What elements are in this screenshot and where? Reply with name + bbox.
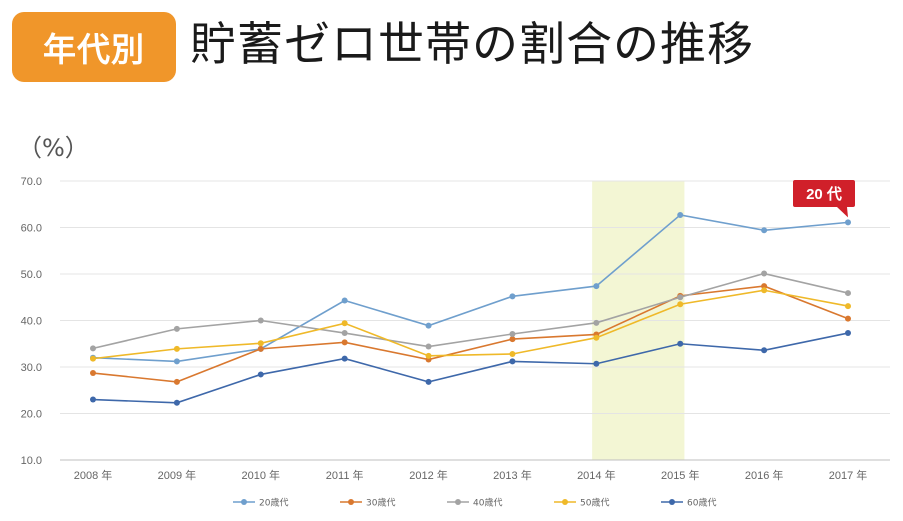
data-point (845, 303, 851, 310)
y-tick-label: 50.0 (21, 269, 42, 281)
series-line-2 (92, 285, 849, 383)
series-line-4 (92, 289, 849, 360)
legend-marker (455, 499, 461, 505)
legend-label: 30歳代 (366, 497, 395, 509)
legend-marker (562, 499, 568, 505)
y-axis-unit-label: （%） (18, 134, 89, 162)
callout-label: 20 代 (806, 185, 842, 203)
data-point (593, 319, 600, 326)
data-point (593, 360, 600, 367)
y-tick-label: 20.0 (21, 409, 42, 421)
data-point (845, 330, 851, 337)
series-line-3 (92, 272, 849, 350)
data-point (509, 358, 516, 365)
legend-label: 50歳代 (580, 497, 609, 509)
data-point (593, 334, 600, 341)
page-title: 貯蓄ゼロ世帯の割合の推移 (190, 17, 754, 71)
y-tick-label: 40.0 (21, 316, 42, 328)
data-point (425, 378, 432, 385)
data-point (845, 290, 851, 297)
data-point (257, 371, 264, 378)
x-tick-label: 2015 年 (661, 468, 700, 482)
data-point (761, 283, 768, 290)
data-point (509, 350, 516, 357)
data-point (173, 399, 180, 406)
data-point (425, 352, 432, 359)
data-point (593, 283, 600, 290)
legend-label: 20歳代 (259, 497, 288, 509)
data-point (677, 340, 684, 347)
y-tick-label: 60.0 (21, 223, 42, 235)
x-tick-label: 2011 年 (326, 468, 364, 482)
data-point (341, 355, 348, 362)
data-point (341, 330, 348, 337)
callout-box (793, 180, 855, 207)
data-point (257, 317, 264, 324)
data-point (173, 345, 180, 352)
series-line-1 (92, 214, 849, 363)
data-point (425, 322, 432, 329)
data-point (341, 339, 348, 346)
data-point (90, 355, 96, 362)
data-point (761, 270, 768, 277)
data-point (509, 293, 516, 300)
callout-pointer (837, 207, 848, 218)
data-point (173, 325, 180, 332)
data-point (90, 345, 96, 352)
series-line-5 (92, 332, 849, 404)
x-tick-label: 2010 年 (242, 468, 281, 482)
x-tick-label: 2014 年 (577, 468, 616, 482)
data-point (509, 336, 516, 343)
y-tick-label: 70.0 (21, 176, 42, 188)
data-point (509, 330, 516, 337)
legend-label: 40歳代 (473, 497, 502, 509)
data-point (761, 227, 768, 234)
y-tick-label: 30.0 (21, 362, 42, 374)
category-badge: 年代別 (12, 12, 176, 82)
legend-marker (348, 499, 354, 505)
legend-marker (241, 499, 247, 505)
data-point (761, 347, 768, 354)
x-tick-label: 2012 年 (409, 468, 448, 482)
data-point (341, 320, 348, 327)
x-tick-label: 2016 年 (745, 468, 784, 482)
x-tick-label: 2013 年 (493, 468, 532, 482)
legend-label: 60歳代 (687, 497, 716, 509)
data-point (90, 396, 96, 403)
data-point (845, 219, 851, 226)
data-point (677, 211, 684, 218)
data-point (257, 345, 264, 352)
data-point (90, 370, 96, 377)
data-point (425, 343, 432, 350)
data-point (341, 297, 348, 304)
x-tick-label: 2017 年 (829, 468, 868, 482)
data-point (845, 315, 851, 322)
x-tick-label: 2009 年 (158, 468, 197, 482)
data-point (677, 301, 684, 308)
data-point (173, 358, 180, 365)
y-tick-label: 10.0 (21, 455, 42, 467)
data-point (257, 340, 264, 347)
data-point (761, 287, 768, 294)
data-point (173, 378, 180, 385)
x-tick-label: 2008 年 (74, 468, 113, 482)
legend-marker (669, 499, 675, 505)
data-point (677, 294, 684, 301)
